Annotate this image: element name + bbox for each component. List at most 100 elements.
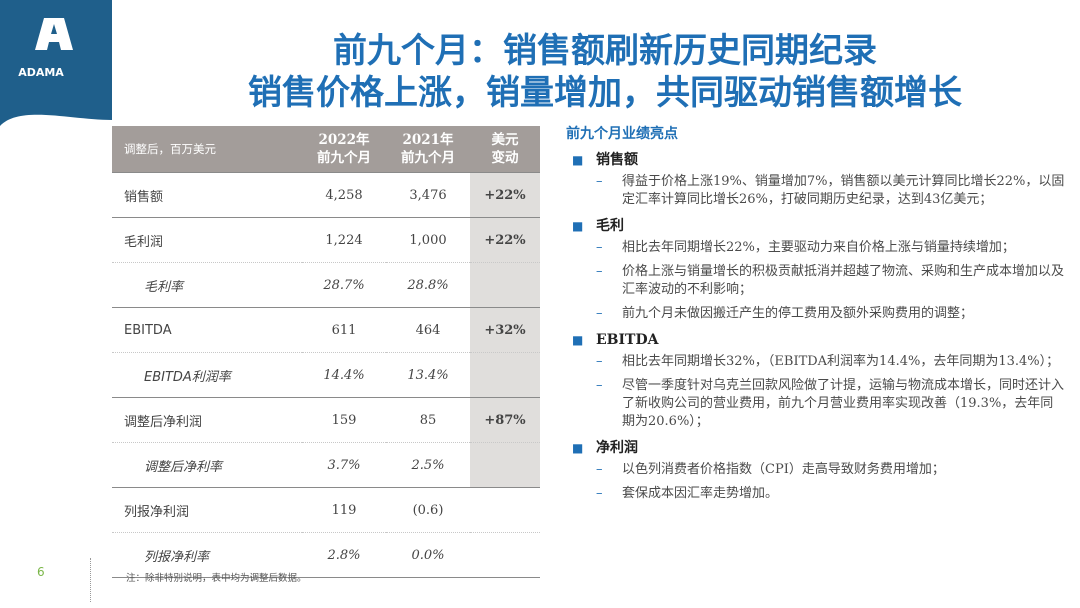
dash-icon: – [596,354,603,369]
table-header-row: 调整后，百万美元 2022年 前九个月 2021年 前九个月 美元 变动 [112,126,540,173]
cell-2021: 13.4% [386,352,470,398]
list-item: – 以色列消费者价格指数（CPI）走高导致财务费用增加； [566,461,1066,479]
cell-2021: 3,476 [386,172,470,218]
unit-header: 调整后，百万美元 [112,126,302,173]
list-item: – 前九个月未做因搬迁产生的停工费用及额外采购费用的调整； [566,305,1066,323]
cell-2021: 85 [386,397,470,443]
col-change-l2: 变动 [491,150,519,166]
cell-2022: 14.4% [302,352,386,398]
cell-2021: 464 [386,307,470,353]
col-2022-year: 2022年 [318,132,370,148]
highlights-heading: 前九个月业绩亮点 [566,126,678,142]
row-label: 销售额 [112,172,302,218]
cell-change: +32% [470,307,540,353]
cell-2021: 1,000 [386,217,470,263]
cell-2021: (0.6) [386,487,470,533]
cell-2021: 0.0% [386,532,470,578]
section-title: ■ 销售额 [566,149,1066,171]
list-item-text: 得益于价格上涨19%、销量增加7%，销售额以美元计算同比增长22%，以固定汇率计… [622,174,1065,207]
financial-table: 调整后，百万美元 2022年 前九个月 2021年 前九个月 美元 变动 销售额… [112,126,540,578]
cell-change [470,262,540,308]
table-row: 销售额 4,258 3,476 +22% [112,172,540,218]
table-row: 列报净利率 2.8% 0.0% [112,532,540,578]
col-change-header: 美元 变动 [470,126,540,173]
cell-2022: 159 [302,397,386,443]
table-row: 列报净利润 119 (0.6) [112,487,540,533]
dash-icon: – [596,264,603,279]
row-label: EBITDA利润率 [112,352,302,398]
col-2021-year: 2021年 [402,132,454,148]
square-bullet-icon: ■ [572,441,584,455]
section-title-text: 净利润 [596,440,638,456]
row-label: 列报净利润 [112,487,302,533]
title-line-2: 销售价格上涨，销量增加，共同驱动销售额增长 [248,73,962,113]
section-title: ■ 毛利 [566,215,1066,237]
list-item-text: 前九个月未做因搬迁产生的停工费用及额外采购费用的调整； [622,306,974,321]
list-item: – 尽管一季度针对乌克兰回款风险做了计提，运输与物流成本增长，同时还计入了新收购公… [566,377,1066,431]
row-label: 毛利润 [112,217,302,263]
cell-change [470,442,540,488]
list-item-text: 相比去年同期增长32%，（EBITDA利润率为14.4%，去年同期为13.4%）… [622,354,1060,369]
title-line-1: 前九个月：销售额刷新历史同期纪录 [333,31,877,71]
highlights-panel: 前九个月业绩亮点 ■ 销售额 – 得益于价格上涨19%、销量增加7%，销售额以美元… [566,123,1066,509]
dash-icon: – [596,174,603,189]
cell-2021: 2.5% [386,442,470,488]
dash-icon: – [596,240,603,255]
cell-2022: 4,258 [302,172,386,218]
cell-2022: 611 [302,307,386,353]
cell-change: +22% [470,217,540,263]
cell-2021: 28.8% [386,262,470,308]
col-2022-period: 前九个月 [317,150,371,166]
col-2021-period: 前九个月 [401,150,455,166]
slide-title: 前九个月：销售额刷新历史同期纪录 销售价格上涨，销量增加，共同驱动销售额增长 [140,30,1070,114]
highlight-section-sales: ■ 销售额 – 得益于价格上涨19%、销量增加7%，销售额以美元计算同比增长22%… [566,149,1066,209]
adama-logo: ADAMA [0,0,112,126]
list-item: – 相比去年同期增长32%，（EBITDA利润率为14.4%，去年同期为13.4%… [566,353,1066,371]
cell-2022: 1,224 [302,217,386,263]
col-2021-header: 2021年 前九个月 [386,126,470,173]
row-label: 调整后净利润 [112,397,302,443]
cell-change [470,487,540,533]
cell-2022: 28.7% [302,262,386,308]
table-row: 调整后净利润 159 85 +87% [112,397,540,443]
square-bullet-icon: ■ [572,333,584,347]
cell-change: +22% [470,172,540,218]
table-row: EBITDA利润率 14.4% 13.4% [112,352,540,398]
page-number: 6 [37,565,45,579]
cell-2022: 119 [302,487,386,533]
list-item-text: 套保成本因汇率走势增加。 [622,486,779,501]
footer-divider [90,558,91,602]
row-label: 毛利率 [112,262,302,308]
cell-change [470,532,540,578]
table-row: 毛利率 28.7% 28.8% [112,262,540,308]
dash-icon: – [596,462,603,477]
dash-icon: – [596,378,603,393]
cell-2022: 2.8% [302,532,386,578]
list-item: – 得益于价格上涨19%、销量增加7%，销售额以美元计算同比增长22%，以固定汇率… [566,173,1066,209]
cell-change: +87% [470,397,540,443]
table-row: 调整后净利率 3.7% 2.5% [112,442,540,488]
section-title: ■ EBITDA [566,329,1066,351]
cell-change [470,352,540,398]
footnote: 注：除非特别说明，表中均为调整后数据。 [126,573,307,584]
cell-2022: 3.7% [302,442,386,488]
list-item-text: 以色列消费者价格指数（CPI）走高导致财务费用增加； [622,462,945,477]
svg-text:ADAMA: ADAMA [18,66,64,79]
col-2022-header: 2022年 前九个月 [302,126,386,173]
dash-icon: – [596,486,603,501]
list-item: – 相比去年同期增长22%，主要驱动力来自价格上涨与销量持续增加； [566,239,1066,257]
row-label: EBITDA [112,307,302,353]
highlight-section-ebitda: ■ EBITDA – 相比去年同期增长32%，（EBITDA利润率为14.4%，去… [566,329,1066,431]
dash-icon: – [596,306,603,321]
square-bullet-icon: ■ [572,219,584,233]
table-row: EBITDA 611 464 +32% [112,307,540,353]
row-label: 列报净利率 [112,532,302,578]
section-title-text: 销售额 [596,152,638,168]
highlight-section-gross-profit: ■ 毛利 – 相比去年同期增长22%，主要驱动力来自价格上涨与销量持续增加； – 价… [566,215,1066,323]
square-bullet-icon: ■ [572,153,584,167]
highlight-section-net-profit: ■ 净利润 – 以色列消费者价格指数（CPI）走高导致财务费用增加； – 套保成本因… [566,437,1066,503]
section-title: ■ 净利润 [566,437,1066,459]
section-title-text: EBITDA [596,332,659,348]
col-change-l1: 美元 [491,132,519,148]
list-item-text: 价格上涨与销量增长的积极贡献抵消并超越了物流、采购和生产成本增加以及汇率波动的不… [622,264,1065,297]
